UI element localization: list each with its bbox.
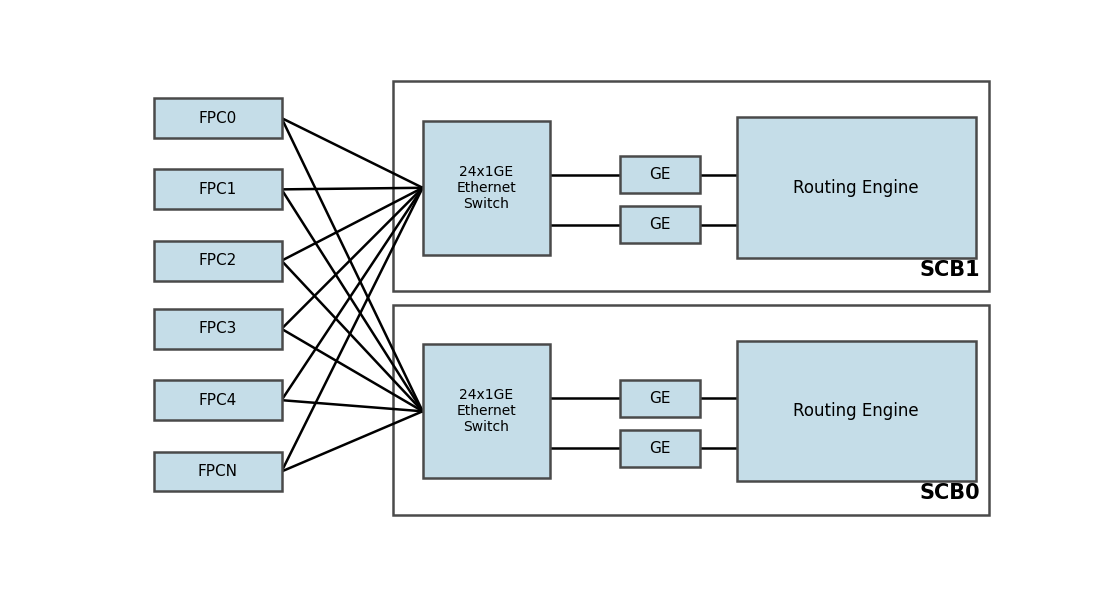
- Bar: [620, 430, 699, 467]
- Bar: [154, 380, 282, 420]
- Text: FPC0: FPC0: [199, 110, 238, 126]
- Text: Routing Engine: Routing Engine: [794, 402, 919, 420]
- Bar: [423, 345, 549, 478]
- Bar: [737, 340, 976, 481]
- Text: FPC1: FPC1: [199, 182, 238, 197]
- Text: 24x1GE
Ethernet
Switch: 24x1GE Ethernet Switch: [456, 388, 516, 434]
- Text: GE: GE: [649, 217, 670, 232]
- Text: FPC3: FPC3: [199, 322, 238, 336]
- Text: FPC4: FPC4: [199, 393, 238, 408]
- Bar: [393, 81, 989, 291]
- Bar: [737, 117, 976, 258]
- Bar: [154, 98, 282, 138]
- Bar: [423, 121, 549, 255]
- Bar: [620, 206, 699, 244]
- Bar: [620, 156, 699, 194]
- Text: GE: GE: [649, 391, 670, 406]
- Text: GE: GE: [649, 441, 670, 456]
- Text: SCB1: SCB1: [919, 260, 980, 280]
- Text: 24x1GE
Ethernet
Switch: 24x1GE Ethernet Switch: [456, 165, 516, 211]
- Text: GE: GE: [649, 168, 670, 182]
- Text: FPCN: FPCN: [198, 464, 238, 479]
- Bar: [154, 241, 282, 281]
- Text: FPC2: FPC2: [199, 253, 238, 268]
- Bar: [620, 380, 699, 417]
- Text: SCB0: SCB0: [919, 483, 980, 503]
- Bar: [154, 169, 282, 209]
- Bar: [154, 309, 282, 349]
- Text: Routing Engine: Routing Engine: [794, 179, 919, 196]
- Bar: [154, 451, 282, 491]
- Bar: [393, 305, 989, 514]
